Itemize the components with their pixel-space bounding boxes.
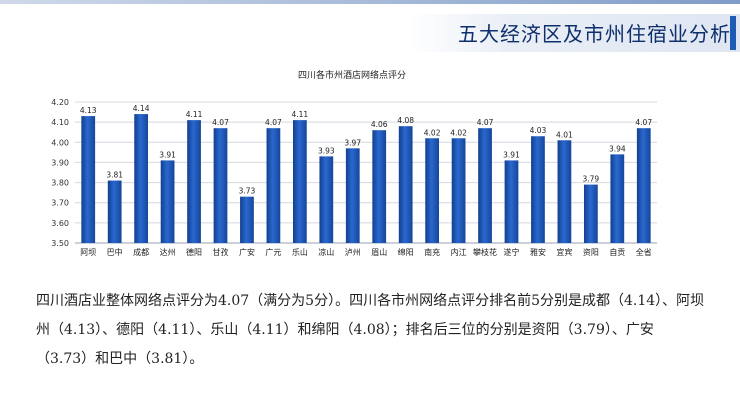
bar <box>372 130 387 243</box>
x-tick-label: 广元 <box>265 247 281 257</box>
data-label: 3.91 <box>159 150 176 159</box>
data-label: 4.13 <box>80 106 97 115</box>
x-tick-label: 内江 <box>451 247 467 257</box>
data-label: 4.14 <box>133 104 150 113</box>
bar <box>134 114 149 243</box>
data-label: 4.06 <box>371 120 388 129</box>
y-tick-label: 3.60 <box>51 219 69 228</box>
bar <box>213 128 228 243</box>
bar-chart: 四川各市州酒店网络点评分 3.50 3.60 3.70 3.80 3.90 4.00 4.1… <box>51 69 657 257</box>
x-tick-label: 雅安 <box>530 247 546 257</box>
x-tick-label: 自贡 <box>609 247 625 257</box>
data-label: 4.02 <box>424 128 441 137</box>
x-tick-label: 绵阳 <box>398 247 414 257</box>
data-label: 4.07 <box>635 118 652 127</box>
bar <box>187 120 201 243</box>
bar <box>583 184 598 243</box>
y-tick-label: 4.10 <box>51 118 69 127</box>
x-tick-label: 成都 <box>133 247 149 257</box>
chart-title: 四川各市州酒店网络点评分 <box>298 69 406 81</box>
x-tick-label: 资阳 <box>583 247 599 257</box>
data-label: 4.11 <box>292 110 309 119</box>
bar <box>610 154 625 243</box>
x-tick-label: 阿坝 <box>80 248 96 257</box>
data-label: 4.08 <box>397 116 414 125</box>
x-tick-label: 宜宾 <box>556 247 572 257</box>
bar <box>504 160 519 243</box>
page-title: 五大经济区及市州住宿业分析 <box>458 22 731 46</box>
x-tick-label: 甘孜 <box>213 247 229 257</box>
y-tick-label: 3.90 <box>51 158 69 167</box>
x-tick-label: 全省 <box>636 247 652 257</box>
bar <box>398 126 413 243</box>
data-label: 3.97 <box>344 138 361 147</box>
bar <box>81 116 96 243</box>
x-tick-label: 南充 <box>424 247 440 257</box>
y-tick-label: 4.20 <box>51 98 69 107</box>
bar <box>240 196 254 243</box>
header-bar <box>410 14 740 52</box>
bar <box>557 140 572 243</box>
bar <box>531 136 545 243</box>
data-label: 3.93 <box>318 146 335 155</box>
x-tick-label: 达州 <box>160 247 176 257</box>
analysis-caption: 四川酒店业整体网络点评分为4.07（满分为5分）。四川各市州网络点评分排名前5分… <box>36 293 705 367</box>
data-label: 4.07 <box>265 118 282 127</box>
bar <box>478 128 492 243</box>
x-tick-label: 攀枝花 <box>473 247 497 257</box>
x-tick-label: 巴中 <box>107 247 123 257</box>
x-tick-label: 凉山 <box>318 247 334 257</box>
data-label: 3.79 <box>583 175 600 184</box>
data-label: 4.02 <box>450 128 467 137</box>
bar <box>451 138 466 243</box>
data-label: 3.94 <box>609 144 626 153</box>
y-tick-label: 4.00 <box>51 138 69 147</box>
x-tick-label: 遂宁 <box>504 247 520 257</box>
data-label: 3.81 <box>106 171 123 180</box>
bar <box>425 138 440 243</box>
y-tick-label: 3.50 <box>51 239 69 248</box>
chart-frame: 四川各市州酒店网络点评分 3.50 3.60 3.70 3.80 3.90 4.00 4.1… <box>37 60 667 275</box>
bar <box>636 128 651 243</box>
data-label: 4.07 <box>477 118 494 127</box>
x-tick-label: 乐山 <box>292 247 308 257</box>
data-label: 3.73 <box>239 187 256 196</box>
y-tick-label: 3.70 <box>51 199 69 208</box>
bar <box>319 156 334 243</box>
title-accent-marker <box>730 16 736 50</box>
x-tick-label: 泸州 <box>345 247 361 257</box>
top-accent-bar <box>0 0 740 4</box>
data-label: 3.91 <box>503 150 520 159</box>
bar <box>107 180 122 243</box>
y-tick-label: 3.80 <box>51 179 69 188</box>
bar <box>160 160 175 243</box>
bar <box>345 148 360 243</box>
x-tick-label: 眉山 <box>371 247 387 257</box>
x-tick-label: 广安 <box>239 247 255 257</box>
data-label: 4.03 <box>530 126 547 135</box>
data-label: 4.07 <box>212 118 229 127</box>
x-tick-label: 德阳 <box>186 247 202 257</box>
data-label: 4.01 <box>556 130 573 139</box>
bar <box>266 128 281 243</box>
data-label: 4.11 <box>186 110 203 119</box>
bar <box>292 120 307 243</box>
